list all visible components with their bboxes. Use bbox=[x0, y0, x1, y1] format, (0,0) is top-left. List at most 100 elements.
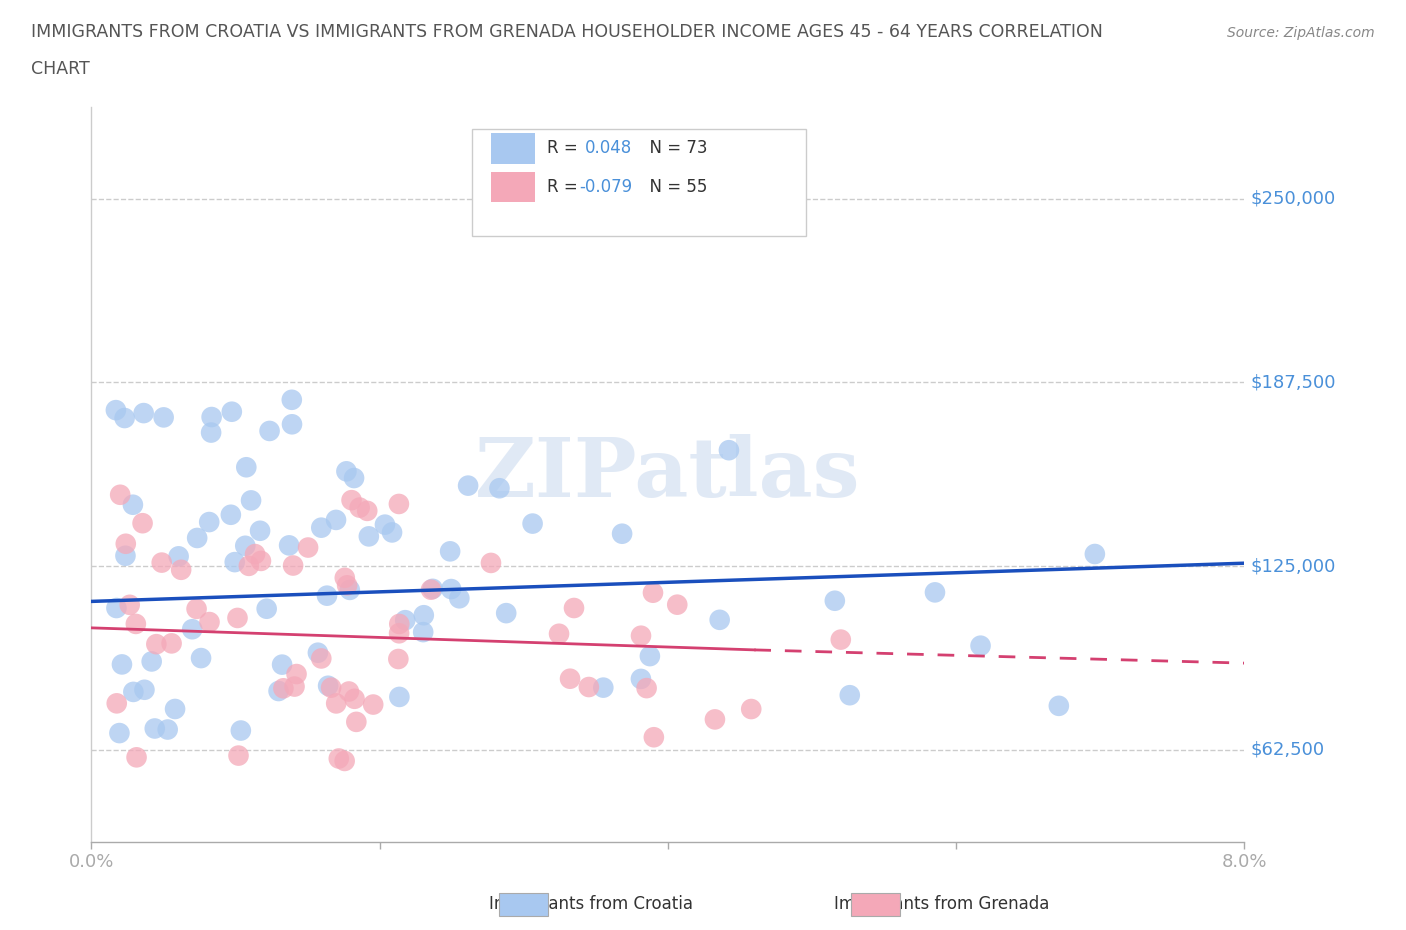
Point bbox=[219, 508, 242, 523]
Text: IMMIGRANTS FROM CROATIA VS IMMIGRANTS FROM GRENADA HOUSEHOLDER INCOME AGES 45 - : IMMIGRANTS FROM CROATIA VS IMMIGRANTS FR… bbox=[31, 23, 1102, 41]
Point bbox=[316, 589, 339, 604]
Text: $62,500: $62,500 bbox=[1250, 741, 1324, 759]
Point bbox=[221, 405, 243, 419]
Point bbox=[457, 478, 479, 493]
Point bbox=[343, 691, 366, 706]
Point bbox=[412, 625, 434, 640]
Point bbox=[636, 681, 658, 696]
Point bbox=[422, 581, 444, 596]
Point bbox=[592, 680, 614, 695]
Point bbox=[273, 681, 295, 696]
Text: 0.048: 0.048 bbox=[585, 140, 633, 157]
Point bbox=[709, 612, 731, 627]
Point bbox=[641, 585, 664, 600]
Point bbox=[131, 516, 153, 531]
Point bbox=[152, 410, 174, 425]
Point bbox=[283, 679, 305, 694]
Point bbox=[271, 658, 294, 672]
Point bbox=[105, 696, 128, 711]
Point bbox=[226, 610, 249, 625]
Point bbox=[349, 500, 371, 515]
Point bbox=[165, 701, 187, 716]
Point bbox=[388, 497, 411, 512]
Point bbox=[703, 712, 725, 727]
Point bbox=[243, 547, 266, 562]
Point bbox=[337, 684, 360, 699]
Point bbox=[387, 652, 409, 667]
Point bbox=[328, 751, 350, 766]
Point bbox=[420, 582, 443, 597]
Point bbox=[578, 680, 600, 695]
Point bbox=[256, 602, 278, 617]
Point bbox=[394, 613, 416, 628]
Point bbox=[150, 555, 173, 570]
Point bbox=[134, 683, 156, 698]
Point bbox=[278, 538, 301, 552]
Point bbox=[181, 622, 204, 637]
Point bbox=[186, 530, 208, 545]
Point bbox=[969, 638, 991, 653]
Point bbox=[1084, 547, 1107, 562]
Point bbox=[118, 597, 141, 612]
Text: R =: R = bbox=[547, 140, 588, 157]
Text: N = 55: N = 55 bbox=[638, 178, 707, 196]
Point bbox=[132, 405, 155, 420]
Point bbox=[627, 203, 650, 218]
Point bbox=[449, 591, 471, 605]
Point bbox=[233, 538, 256, 553]
Point bbox=[297, 540, 319, 555]
Point bbox=[311, 651, 333, 666]
Point bbox=[249, 524, 271, 538]
Text: Immigrants from Grenada: Immigrants from Grenada bbox=[834, 895, 1050, 913]
Point bbox=[235, 459, 257, 474]
Text: R =: R = bbox=[547, 178, 583, 196]
Point bbox=[167, 549, 190, 564]
Point bbox=[339, 582, 361, 597]
Point bbox=[548, 626, 571, 641]
Point bbox=[267, 684, 290, 698]
Point bbox=[114, 537, 136, 551]
Point bbox=[374, 517, 396, 532]
Point bbox=[125, 617, 148, 631]
Point bbox=[333, 753, 356, 768]
Point bbox=[201, 409, 224, 424]
Point bbox=[412, 608, 434, 623]
Point bbox=[186, 602, 208, 617]
Text: $125,000: $125,000 bbox=[1250, 557, 1336, 575]
Point bbox=[125, 750, 148, 764]
Point bbox=[479, 555, 502, 570]
Point bbox=[141, 654, 163, 669]
Point bbox=[229, 724, 252, 738]
Point bbox=[522, 516, 544, 531]
FancyBboxPatch shape bbox=[472, 129, 806, 235]
Point bbox=[108, 487, 131, 502]
Point bbox=[143, 721, 166, 736]
Text: $250,000: $250,000 bbox=[1250, 190, 1336, 207]
Point bbox=[838, 688, 860, 703]
Point bbox=[224, 554, 246, 569]
Point bbox=[495, 605, 517, 620]
Point bbox=[108, 725, 131, 740]
Point bbox=[488, 481, 510, 496]
Text: Immigrants from Croatia: Immigrants from Croatia bbox=[488, 895, 693, 913]
Point bbox=[190, 651, 212, 666]
Point bbox=[250, 553, 273, 568]
Point bbox=[316, 678, 339, 693]
Point bbox=[114, 410, 136, 425]
Point bbox=[122, 498, 145, 512]
Text: $187,500: $187,500 bbox=[1250, 374, 1336, 392]
Point bbox=[924, 585, 946, 600]
Point bbox=[281, 558, 304, 573]
Point bbox=[111, 657, 134, 671]
Point bbox=[238, 558, 260, 573]
Text: -0.079: -0.079 bbox=[579, 178, 633, 196]
Text: N = 73: N = 73 bbox=[638, 140, 707, 157]
Point bbox=[630, 629, 652, 644]
Point bbox=[145, 637, 167, 652]
Point bbox=[240, 493, 263, 508]
Text: Source: ZipAtlas.com: Source: ZipAtlas.com bbox=[1227, 26, 1375, 40]
Point bbox=[281, 392, 304, 407]
Point bbox=[105, 601, 128, 616]
Point bbox=[198, 615, 221, 630]
Point bbox=[361, 698, 384, 712]
